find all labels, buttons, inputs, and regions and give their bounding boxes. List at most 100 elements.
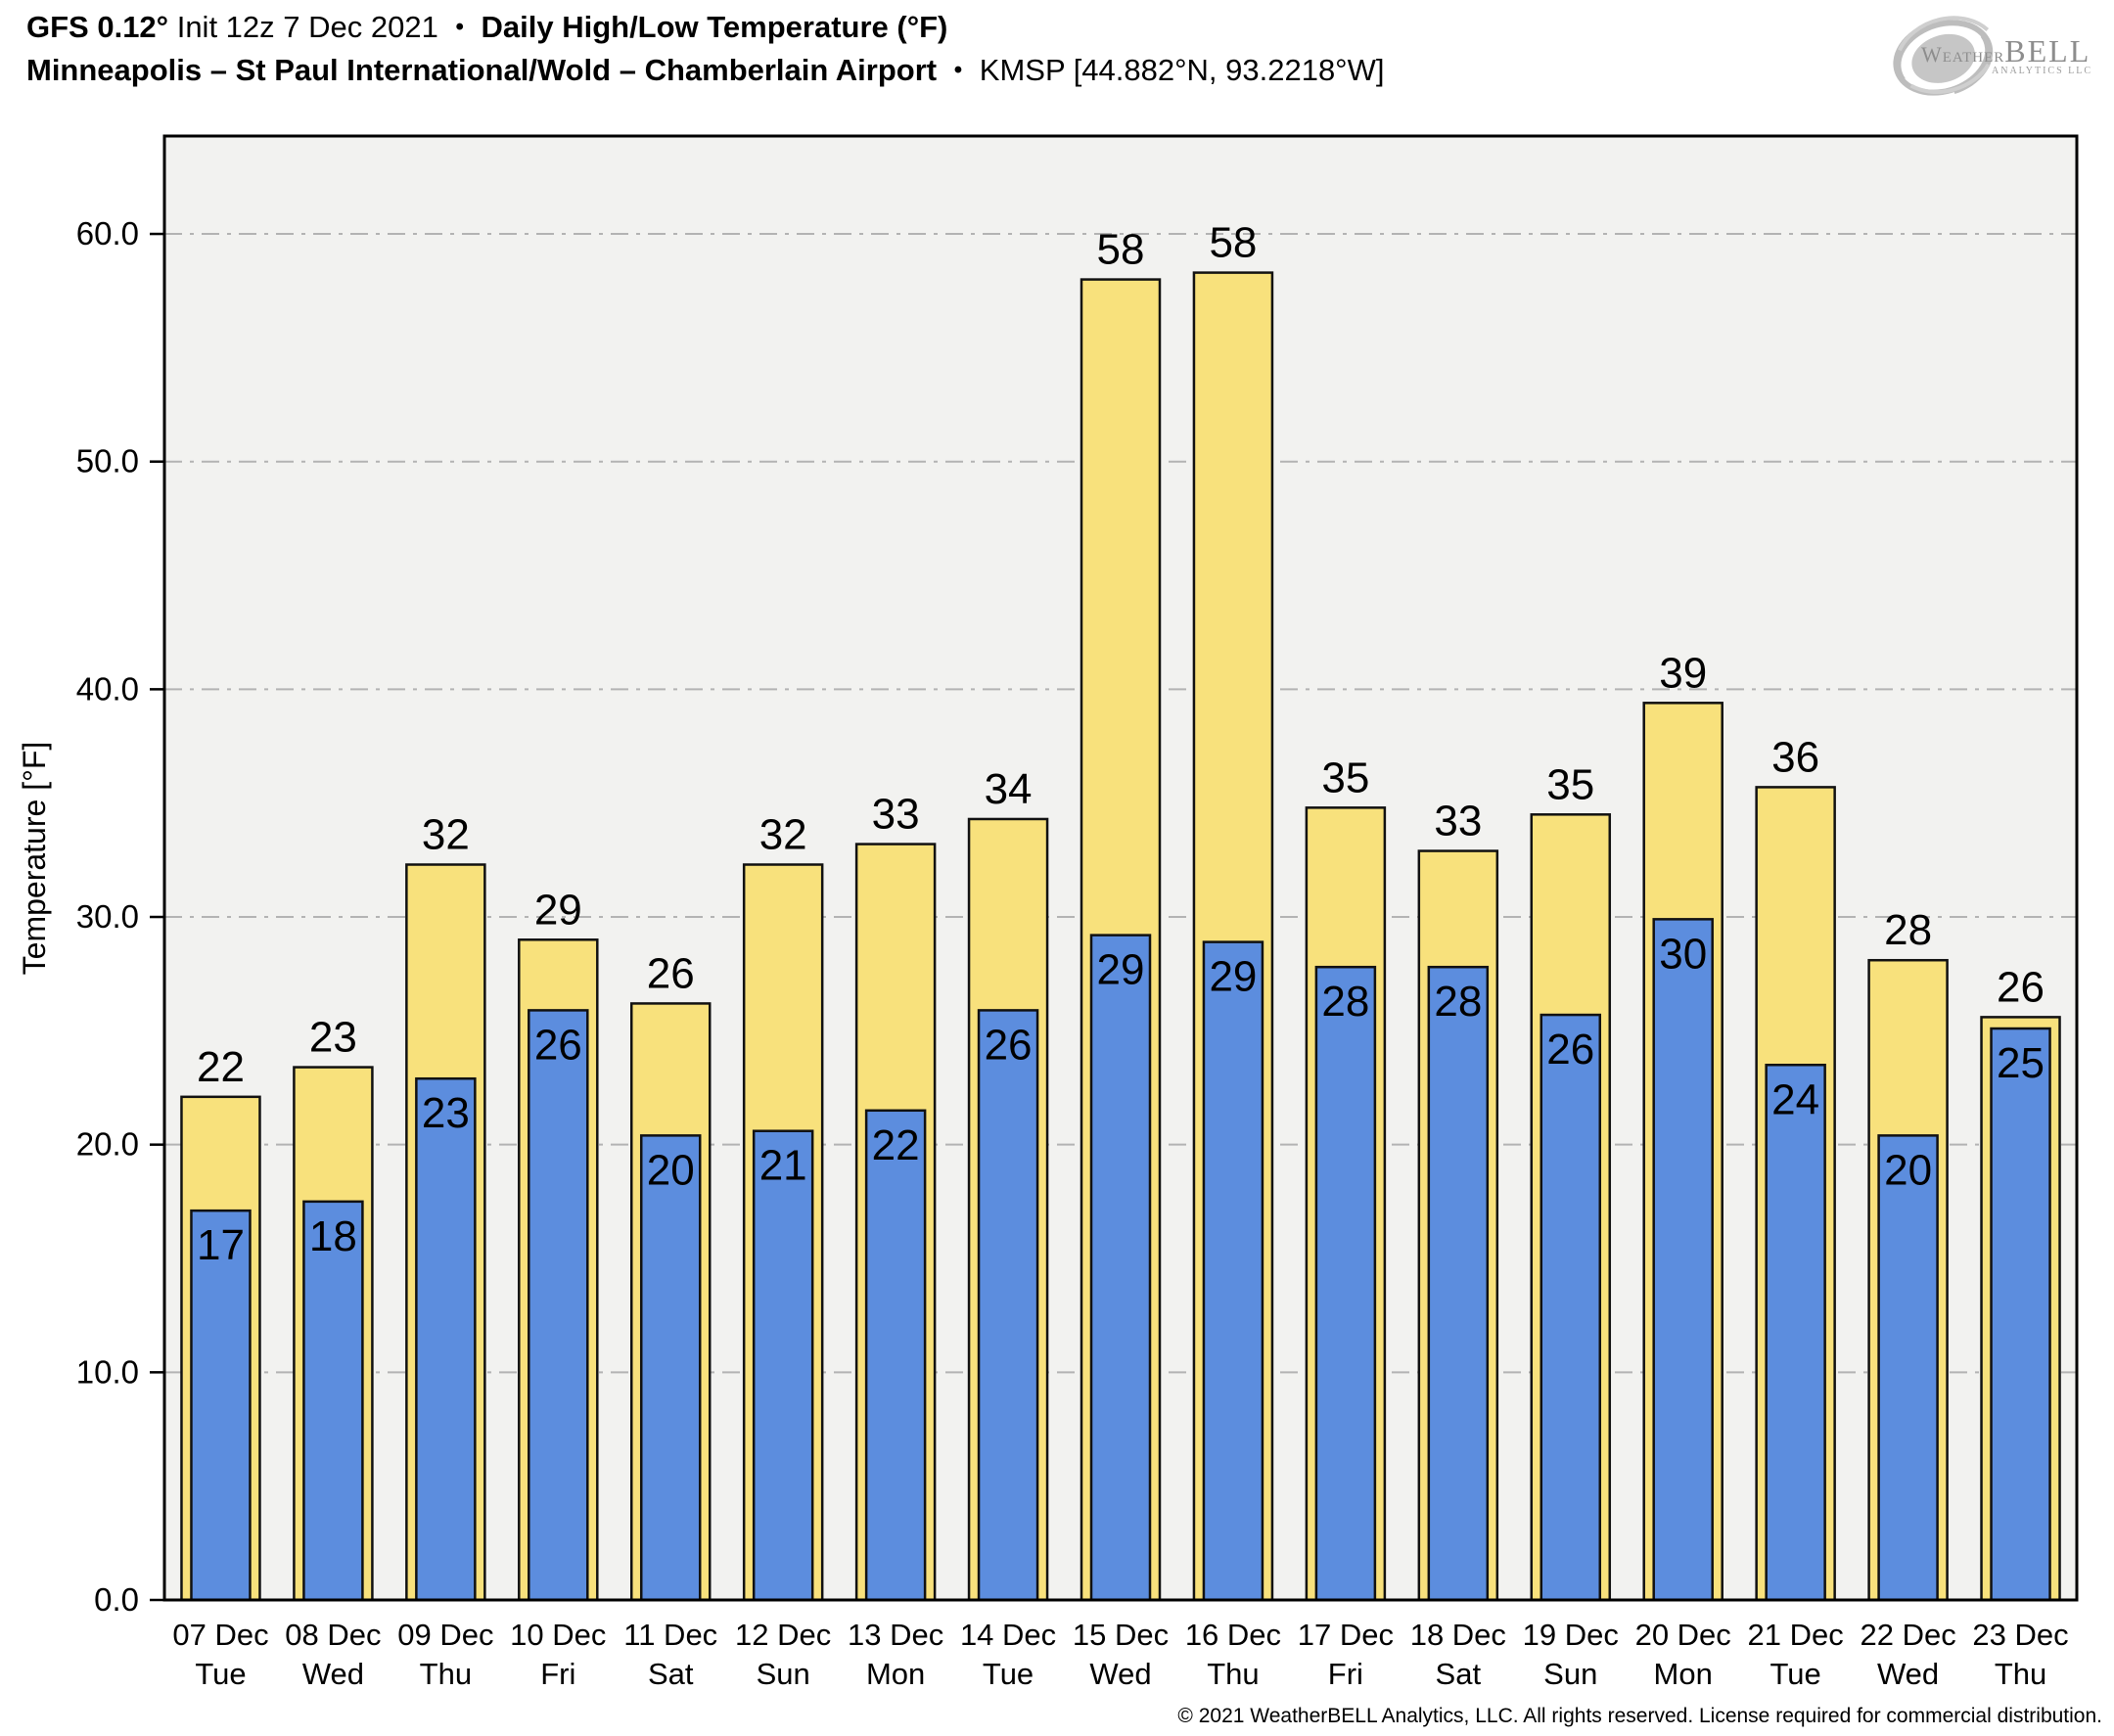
low-value-label: 26 <box>1546 1026 1594 1074</box>
high-value-label: 28 <box>1884 906 1932 954</box>
x-tick-date-label: 07 Dec <box>172 1618 268 1652</box>
low-value-label: 20 <box>1884 1146 1932 1194</box>
low-bar <box>1427 965 1490 1602</box>
y-tick-label: 40.0 <box>76 670 139 707</box>
x-tick-weekday-label: Tue <box>983 1657 1034 1691</box>
copyright-notice: © 2021 WeatherBELL Analytics, LLC. All r… <box>1177 1705 2102 1727</box>
x-tick-date-label: 22 Dec <box>1860 1618 1955 1652</box>
low-bar <box>1540 1013 1602 1602</box>
low-value-label: 18 <box>309 1212 357 1260</box>
x-tick-weekday-label: Thu <box>1207 1657 1259 1691</box>
low-bar <box>1877 1134 1939 1602</box>
x-tick-weekday-label: Thu <box>1995 1657 2046 1691</box>
high-value-label: 26 <box>1997 963 2045 1011</box>
low-value-label: 25 <box>1997 1039 2045 1087</box>
low-value-label: 17 <box>197 1221 245 1269</box>
chart-header: GFS 0.12° Init 12z 7 Dec 2021 • Daily Hi… <box>26 6 1384 92</box>
high-value-label: 29 <box>534 886 582 934</box>
low-value-label: 21 <box>759 1142 807 1190</box>
x-tick-date-label: 09 Dec <box>397 1618 493 1652</box>
low-bar <box>528 1009 589 1602</box>
y-axis-label: Temperature [°F] <box>17 742 52 976</box>
x-tick-date-label: 23 Dec <box>1972 1618 2068 1652</box>
low-value-label: 24 <box>1771 1075 1819 1123</box>
separator-dot: • <box>953 57 963 83</box>
x-tick-weekday-label: Sat <box>648 1657 694 1691</box>
weatherbell-logo: WeatherBELL Analytics LLC <box>1882 6 2092 106</box>
high-value-label: 35 <box>1546 760 1594 808</box>
high-value-label: 33 <box>872 791 920 839</box>
x-tick-date-label: 08 Dec <box>285 1618 381 1652</box>
high-value-label: 23 <box>309 1014 357 1062</box>
x-tick-date-label: 12 Dec <box>735 1618 831 1652</box>
x-tick-weekday-label: Sat <box>1436 1657 1482 1691</box>
low-bar <box>864 1109 927 1602</box>
low-value-label: 29 <box>1097 946 1145 994</box>
low-value-label: 30 <box>1659 930 1707 978</box>
x-tick-date-label: 15 Dec <box>1073 1618 1169 1652</box>
x-tick-date-label: 14 Dec <box>960 1618 1056 1652</box>
init-time: Init 12z 7 Dec 2021 <box>176 10 438 44</box>
low-bar <box>302 1200 364 1602</box>
station-id: KMSP [44.882°N, 93.2218°W] <box>979 53 1385 87</box>
low-bar <box>639 1134 702 1602</box>
hurricane-swirl-icon <box>1893 16 1994 96</box>
plot-frame <box>162 134 2079 1602</box>
x-tick-weekday-label: Tue <box>1770 1657 1821 1691</box>
low-value-label: 22 <box>872 1121 920 1169</box>
x-tick-date-label: 11 Dec <box>623 1618 717 1652</box>
y-tick-label: 10.0 <box>76 1353 139 1390</box>
y-tick-label: 30.0 <box>76 898 139 935</box>
high-value-label: 35 <box>1321 754 1369 801</box>
model-name: GFS 0.12° <box>26 10 169 44</box>
title-line-1: GFS 0.12° Init 12z 7 Dec 2021 • Daily Hi… <box>26 6 1384 49</box>
station-name: Minneapolis – St Paul International/Wold… <box>26 53 938 87</box>
x-tick-weekday-label: Mon <box>866 1657 925 1691</box>
x-tick-date-label: 18 Dec <box>1410 1618 1506 1652</box>
x-tick-weekday-label: Thu <box>420 1657 472 1691</box>
x-tick-date-label: 20 Dec <box>1635 1618 1731 1652</box>
low-value-label: 26 <box>985 1021 1033 1069</box>
x-tick-weekday-label: Sun <box>1543 1657 1597 1691</box>
high-value-label: 36 <box>1771 733 1819 781</box>
logo-subtext: Analytics LLC <box>1992 66 2093 76</box>
logo-brand-weather: Weather <box>1921 42 2005 67</box>
low-bar <box>190 1209 252 1602</box>
logo-text: WeatherBELL Analytics LLC <box>1921 33 2092 76</box>
low-bar <box>415 1076 477 1602</box>
low-bar <box>1652 918 1714 1602</box>
x-tick-date-label: 13 Dec <box>848 1618 943 1652</box>
chart-metric: Daily High/Low Temperature (°F) <box>481 10 948 44</box>
x-tick-weekday-label: Tue <box>195 1657 246 1691</box>
y-tick-label: 60.0 <box>76 215 139 251</box>
high-value-label: 26 <box>647 949 695 997</box>
logo-brand-bell: BELL <box>2004 33 2091 69</box>
high-value-label: 39 <box>1659 649 1707 697</box>
low-value-label: 23 <box>422 1089 470 1137</box>
x-tick-date-label: 17 Dec <box>1298 1618 1394 1652</box>
high-value-label: 32 <box>422 811 470 859</box>
x-tick-weekday-label: Wed <box>1089 1657 1151 1691</box>
low-bar <box>1202 940 1264 1602</box>
low-value-label: 20 <box>647 1146 695 1194</box>
x-tick-weekday-label: Mon <box>1654 1657 1713 1691</box>
low-bar <box>977 1009 1039 1602</box>
high-value-label: 58 <box>1209 219 1257 267</box>
low-bar <box>1314 965 1377 1602</box>
low-value-label: 28 <box>1321 978 1369 1026</box>
high-value-label: 33 <box>1434 798 1482 845</box>
x-tick-weekday-label: Fri <box>540 1657 575 1691</box>
title-line-2: Minneapolis – St Paul International/Wold… <box>26 49 1384 92</box>
y-tick-label: 20.0 <box>76 1126 139 1163</box>
y-tick-label: 50.0 <box>76 443 139 480</box>
low-value-label: 29 <box>1209 953 1257 1001</box>
x-tick-date-label: 19 Dec <box>1523 1618 1619 1652</box>
x-tick-date-label: 21 Dec <box>1748 1618 1844 1652</box>
separator-dot: • <box>455 14 464 40</box>
x-tick-date-label: 10 Dec <box>510 1618 606 1652</box>
x-tick-weekday-label: Wed <box>302 1657 364 1691</box>
low-value-label: 28 <box>1434 978 1482 1026</box>
x-tick-weekday-label: Sun <box>757 1657 810 1691</box>
low-bar <box>1089 934 1152 1602</box>
